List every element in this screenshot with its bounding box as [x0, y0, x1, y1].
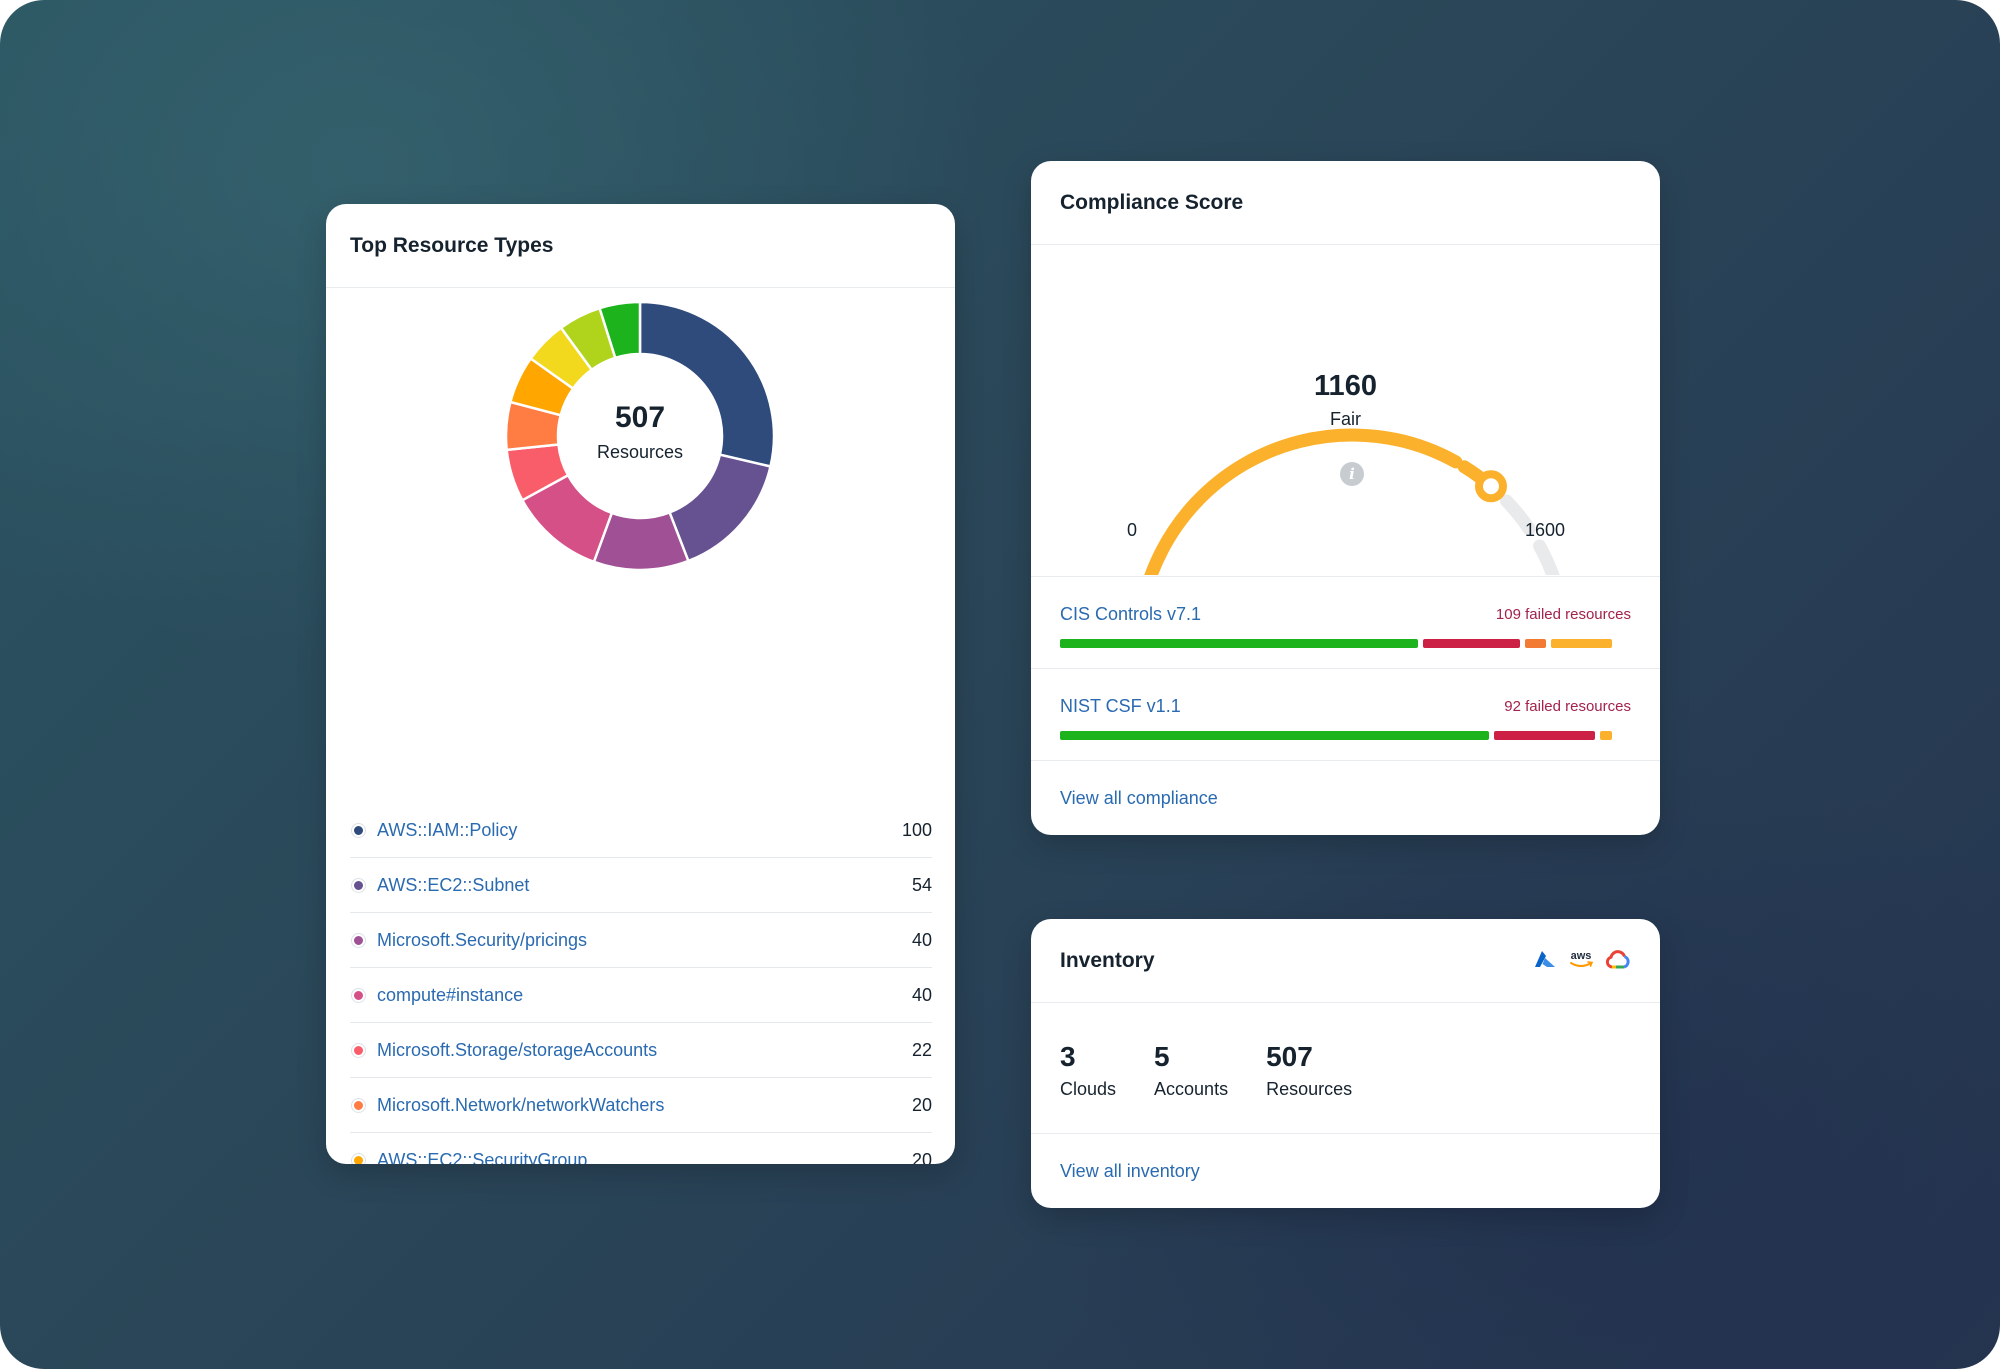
- failed-resources-count: 109 failed resources: [1495, 606, 1631, 623]
- inventory-stat: 3 Clouds: [1060, 1041, 1116, 1100]
- resource-type-name[interactable]: Microsoft.Storage/storageAccounts: [377, 1039, 658, 1060]
- resource-type-row[interactable]: Microsoft.Network/networkWatchers 20: [350, 1078, 932, 1133]
- donut-slice[interactable]: [638, 300, 776, 468]
- inventory-stats: 3 Clouds 5 Accounts 507 Resources: [1060, 1041, 1390, 1100]
- status-bar-segment: [1060, 639, 1418, 648]
- resource-donut-chart: 507 Resources: [326, 290, 955, 590]
- card-title: Top Resource Types: [350, 233, 554, 257]
- card-title: Inventory: [1060, 948, 1155, 972]
- donut-slice[interactable]: [667, 453, 772, 563]
- azure-icon: [1535, 951, 1555, 967]
- legend-dot: [352, 1043, 365, 1057]
- info-icon[interactable]: i: [1340, 462, 1364, 486]
- failed-resources-count: 92 failed resources: [1504, 698, 1631, 715]
- donut-svg: [504, 300, 776, 572]
- stat-label: Resources: [1266, 1079, 1353, 1099]
- legend-dot: [352, 1153, 365, 1164]
- resource-type-row[interactable]: Microsoft.Storage/storageAccounts 22: [350, 1023, 932, 1078]
- donut-slice[interactable]: [598, 300, 642, 360]
- stat-value: 3: [1060, 1041, 1076, 1072]
- gauge-indicator: [1474, 470, 1507, 503]
- resource-type-name[interactable]: Microsoft.Network/networkWatchers: [377, 1094, 665, 1115]
- resource-type-name[interactable]: Microsoft.Security/pricings: [377, 929, 588, 950]
- resource-type-count: 100: [901, 819, 932, 840]
- legend-dot: [352, 1098, 365, 1112]
- status-bar-segment: [1422, 639, 1521, 648]
- top-resource-types-card: Top Resource Types 507 Resources AWS::IA…: [326, 204, 955, 1164]
- resource-type-row[interactable]: compute#instance 40: [350, 968, 932, 1023]
- resource-type-name[interactable]: AWS::EC2::SecurityGroup: [377, 1149, 588, 1165]
- resource-type-count: 54: [911, 874, 932, 895]
- donut-center: 507 Resources: [540, 400, 740, 463]
- resource-type-name[interactable]: AWS::IAM::Policy: [377, 819, 518, 840]
- gauge-svg: [1144, 428, 1560, 575]
- resource-type-row[interactable]: AWS::EC2::Subnet 54: [350, 858, 932, 913]
- compliance-score-card: Compliance Score CIS Controls v7.1 109 f…: [1031, 161, 1660, 835]
- gauge-min-label: 0: [1127, 520, 1138, 540]
- framework-row-nist[interactable]: NIST CSF v1.1 92 failed resources: [1031, 668, 1660, 760]
- legend-dot: [352, 878, 365, 892]
- compliance-score-value: 1160: [1314, 370, 1377, 402]
- framework-name[interactable]: NIST CSF v1.1: [1060, 696, 1181, 716]
- stat-label: Accounts: [1154, 1079, 1229, 1099]
- status-bar-segment: [1599, 731, 1612, 740]
- resource-type-row[interactable]: Microsoft.Security/pricings 40: [350, 913, 932, 968]
- inventory-stat: 5 Accounts: [1154, 1041, 1228, 1100]
- status-bar-segment: [1060, 731, 1489, 740]
- gauge-filled-arc: [1144, 428, 1463, 575]
- resource-type-count: 22: [911, 1039, 932, 1060]
- aws-icon: aws: [1570, 950, 1594, 967]
- resource-type-count: 40: [911, 984, 932, 1005]
- framework-row-cis[interactable]: CIS Controls v7.1 109 failed resources: [1031, 576, 1660, 668]
- compliance-rating: Fair: [1330, 409, 1361, 429]
- inventory-stat: 507 Resources: [1266, 1041, 1352, 1100]
- status-bar-segment: [1551, 639, 1612, 648]
- resource-type-name[interactable]: compute#instance: [377, 984, 524, 1005]
- legend-dot: [352, 933, 365, 947]
- card-header: Inventory: [1031, 919, 1660, 1003]
- compliance-gauge: [1031, 245, 1660, 575]
- card-title: Compliance Score: [1060, 190, 1244, 214]
- inventory-card: Inventory aws 3 Clouds 5 Accounts 507 Resourc…: [1031, 919, 1660, 1208]
- gauge-track: [1500, 494, 1560, 575]
- resource-type-row[interactable]: AWS::EC2::SecurityGroup 20: [350, 1133, 932, 1164]
- card-header: Top Resource Types: [326, 204, 955, 288]
- framework-status-bar: [1060, 731, 1631, 740]
- stat-label: Clouds: [1060, 1079, 1117, 1099]
- donut-total-label: Resources: [596, 442, 684, 462]
- resource-type-row[interactable]: AWS::IAM::Policy 100: [350, 803, 932, 858]
- donut-total-value: 507: [614, 401, 666, 434]
- status-bar-segment: [1525, 639, 1547, 648]
- status-bar-segment: [1493, 731, 1595, 740]
- framework-name[interactable]: CIS Controls v7.1: [1060, 604, 1202, 624]
- cloud-provider-icons: aws: [1533, 949, 1631, 971]
- legend-dot: [352, 823, 365, 837]
- resource-type-count: 20: [911, 1149, 932, 1165]
- stat-value: 507: [1266, 1041, 1313, 1072]
- gauge-max-label: 1600: [1525, 520, 1566, 540]
- view-all-inventory-link[interactable]: View all inventory: [1060, 1161, 1200, 1181]
- compliance-footer: View all compliance: [1031, 760, 1660, 835]
- google-cloud-icon: [1605, 950, 1630, 969]
- view-all-compliance-link[interactable]: View all compliance: [1060, 788, 1218, 808]
- resource-type-name[interactable]: AWS::EC2::Subnet: [377, 874, 530, 895]
- framework-status-bar: [1060, 639, 1631, 648]
- resource-type-count: 40: [911, 929, 932, 950]
- resource-type-count: 20: [911, 1094, 932, 1115]
- aws-icon-text: aws: [1571, 950, 1592, 962]
- inventory-footer: View all inventory: [1031, 1133, 1660, 1208]
- card-header: Compliance Score: [1031, 161, 1660, 245]
- legend-dot: [352, 988, 365, 1002]
- stat-value: 5: [1154, 1041, 1170, 1072]
